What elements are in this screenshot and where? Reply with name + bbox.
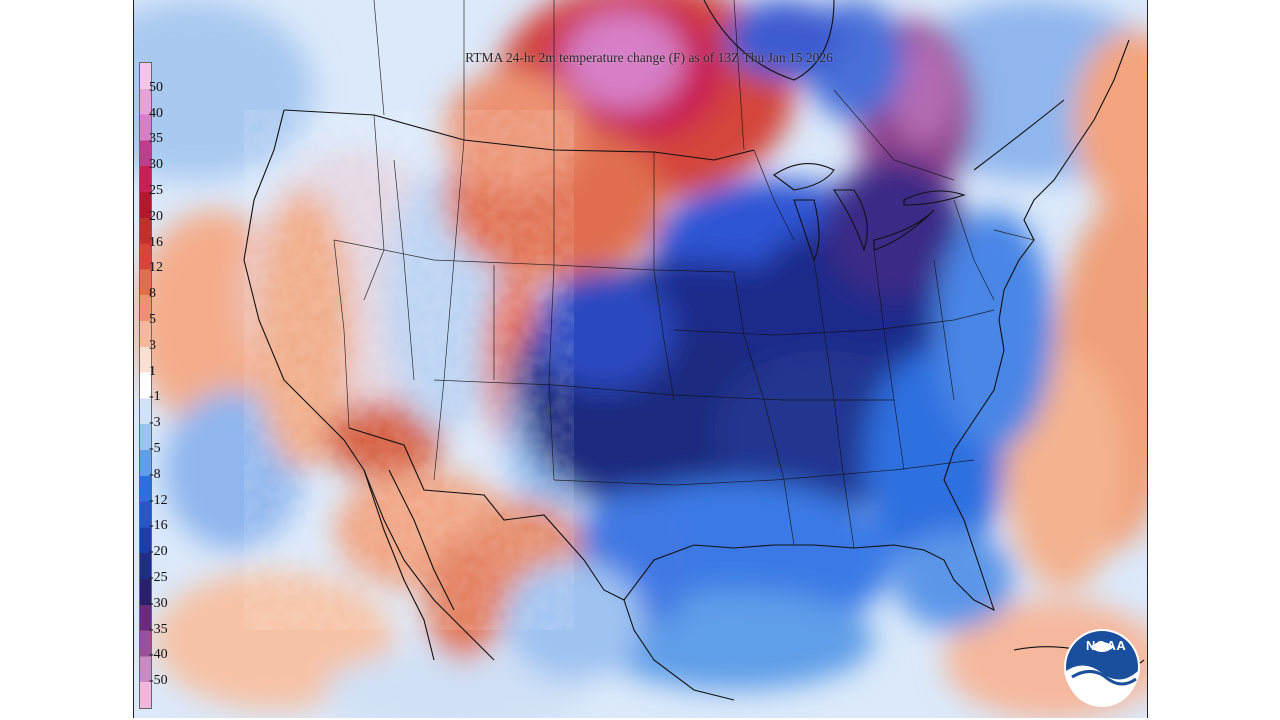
temperature-change-map — [134, 0, 1147, 718]
color-scale-tick-label: -20 — [149, 544, 168, 560]
color-scale-tick-label: 20 — [149, 208, 163, 224]
color-scale-tick-label: -30 — [149, 595, 168, 611]
color-scale-tick-label: -40 — [149, 647, 168, 663]
color-scale-tick-label: -12 — [149, 492, 168, 508]
color-scale-tick-label: -1 — [149, 389, 161, 405]
color-scale-tick-label: -3 — [149, 415, 161, 431]
color-scale-tick-label: 50 — [149, 79, 163, 95]
noaa-logo: NOAA — [1064, 628, 1142, 706]
color-scale-tick-label: 25 — [149, 183, 163, 198]
map-title: RTMA 24-hr 2m temperature change (F) as … — [465, 50, 833, 65]
state-lines — [333, 0, 1035, 549]
color-scale-tick-label: -25 — [149, 570, 168, 585]
color-scale-tick-label: -16 — [149, 518, 168, 534]
color-scale-tick-label: -50 — [149, 673, 168, 689]
color-scale-tick-label: -5 — [149, 441, 161, 456]
color-scale-tick-label: 12 — [149, 260, 163, 276]
noaa-logo-text: NOAA — [1086, 638, 1127, 653]
map-frame: RTMA 24-hr 2m temperature change (F) as … — [133, 0, 1148, 718]
color-scale-tick-label: 30 — [149, 157, 163, 173]
color-scale-tick-label: 16 — [149, 234, 163, 250]
color-scale-tick-label: -35 — [149, 621, 168, 637]
border-lines — [243, 0, 1145, 701]
color-scale-tick-label: 40 — [149, 105, 163, 121]
color-scale-bar — [139, 62, 152, 709]
color-scale-tick-label: -8 — [149, 466, 161, 482]
color-scale-tick-label: 1 — [149, 363, 156, 379]
noaa-logo-graphic — [1064, 629, 1140, 707]
color-scale-tick-label: 8 — [149, 286, 156, 302]
color-scale-tick-label: 5 — [149, 312, 156, 327]
color-scale-tick-label: 3 — [149, 337, 156, 353]
color-scale-tick-label: 35 — [149, 131, 163, 147]
